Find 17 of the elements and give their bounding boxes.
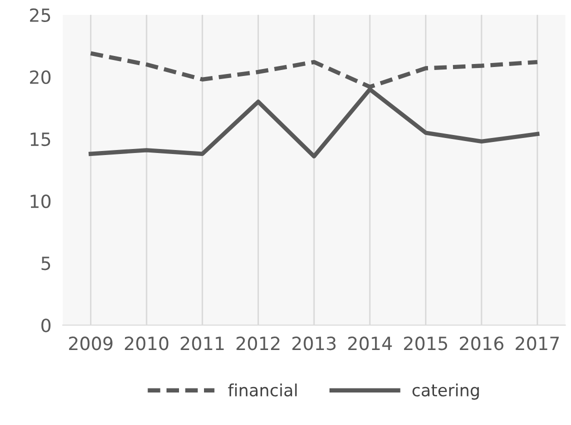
- x-tick-label: 2017: [516, 336, 559, 350]
- y-tick-label: 0: [41, 318, 50, 332]
- legend-label: catering: [412, 384, 479, 400]
- y-tick-label: 25: [30, 8, 50, 22]
- y-tick-label: 5: [42, 256, 50, 270]
- x-tick-label: 2014: [348, 336, 392, 350]
- y-tick-label: 10: [30, 194, 50, 208]
- x-tick-label: 2015: [404, 336, 448, 350]
- legend-label: financial: [228, 384, 297, 396]
- x-tick-label: 2012: [236, 336, 280, 350]
- x-tick-label: 2010: [124, 336, 168, 350]
- x-tick-label: 2013: [292, 336, 336, 350]
- x-tick-label: 2011: [180, 336, 224, 350]
- y-tick-label: 15: [30, 132, 50, 146]
- y-tick-label: 20: [30, 70, 50, 84]
- x-tick-label: 2009: [69, 336, 112, 350]
- x-tick-label: 2016: [460, 336, 504, 350]
